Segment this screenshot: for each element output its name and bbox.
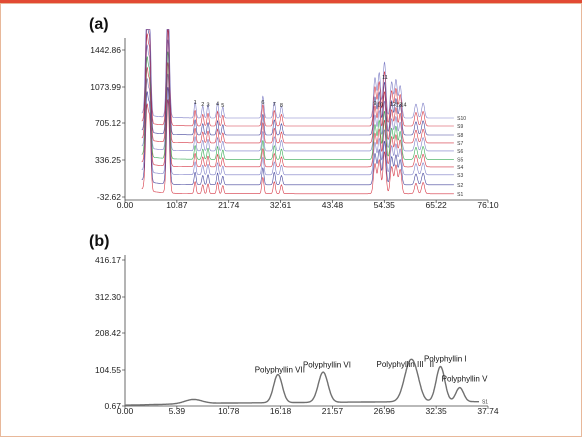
panel-b-x-tick-label: 26.96 <box>374 406 396 416</box>
panel-a-trace-label: S7 <box>457 141 463 147</box>
panel-a-trace-s5 <box>141 51 454 160</box>
panel-b-peak-label: Polyphyllin I <box>424 355 467 364</box>
panel-a-trace-s7 <box>141 29 454 144</box>
panel-a-label: (a) <box>89 16 109 33</box>
panel-a-x-tick-label: 65.22 <box>426 200 448 210</box>
panel-b-peak-label: Polyphyllin VI <box>303 361 351 370</box>
panel-a-peak-number: 3 <box>206 103 209 109</box>
panel-b: (b) 0.00 5.39 10.78 16.18 21.57 26.96 32.35 37.… <box>89 233 499 416</box>
top-accent-bar <box>0 0 582 3</box>
panel-a: (a) 0.00 10.87 21.74 32.61 43.48 54.35 65.22 76… <box>89 16 499 210</box>
panel-b-y-tick-label: 208.42 <box>95 328 121 338</box>
panel-a-trace-label: S1 <box>457 192 463 198</box>
panel-a-trace-s10 <box>141 29 454 119</box>
panel-a-peak-number: 6 <box>261 100 264 106</box>
panel-a-trace-label: S4 <box>457 165 463 171</box>
panel-a-peak-number: 10 <box>377 103 383 109</box>
panel-a-traces <box>141 29 454 195</box>
panel-b-traces <box>125 358 479 406</box>
panel-a-trace-s3 <box>141 73 454 176</box>
panel-b-y-tick-label: 312.30 <box>95 292 121 302</box>
panel-b-x-tick-label: 37.74 <box>477 406 499 416</box>
panel-a-trace-s1 <box>141 98 454 195</box>
panel-b-x-tick-label: 5.39 <box>169 406 186 416</box>
panel-a-trace-s6 <box>141 39 454 152</box>
panel-b-y-tick-label: 104.55 <box>95 365 121 375</box>
panel-b-x-tick-label: 10.78 <box>218 406 240 416</box>
panel-a-x-tick-label: 76.10 <box>477 200 499 210</box>
panel-a-y-tick-label: -32.62 <box>97 192 121 202</box>
panel-a-peak-number: 9 <box>373 101 376 107</box>
panel-a-peak-number: 4 <box>216 102 219 108</box>
panel-b-y-tick-label: 0.67 <box>104 401 121 411</box>
panel-a-trace-label: S3 <box>457 173 463 179</box>
panel-a-trace-label: S8 <box>457 133 463 139</box>
panel-a-axes: 0.00 10.87 21.74 32.61 43.48 54.35 65.22 76.10 -… <box>90 38 499 210</box>
panel-b-peak-label: II <box>430 360 434 369</box>
panel-a-peak-number: 13 <box>396 103 402 109</box>
panel-a-x-tick-label: 21.74 <box>218 200 240 210</box>
panel-b-x-tick-label: 0.00 <box>117 406 134 416</box>
panel-a-x-tick-label: 0.00 <box>117 200 134 210</box>
panel-b-trace-label: S1 <box>482 400 488 406</box>
panel-b-peak-label: Polyphyllin III <box>377 360 424 369</box>
panel-b-trace-s1 <box>125 358 479 406</box>
panel-b-x-tick-label: 16.18 <box>270 406 292 416</box>
panel-a-peak-number: 7 <box>273 102 276 108</box>
panel-b-axes: 0.00 5.39 10.78 16.18 21.57 26.96 32.35 37.74 0.… <box>95 255 499 416</box>
panel-a-trace-label: S9 <box>457 124 463 130</box>
panel-a-peak-number: 8 <box>280 103 283 109</box>
panel-a-peak-number: 2 <box>201 102 204 108</box>
panel-a-peak-number: 14 <box>401 103 407 109</box>
panel-a-trace-label: S6 <box>457 149 463 155</box>
panel-a-y-tick-label: 336.25 <box>95 155 121 165</box>
panel-b-peak-label: Polyphyllin VII <box>255 366 305 375</box>
panel-a-peak-number: 5 <box>221 103 224 109</box>
panel-a-peak-number: 11 <box>382 75 388 81</box>
panel-a-y-tick-label: 1073.99 <box>90 82 121 92</box>
panel-a-peak-number: 12 <box>390 102 396 108</box>
panel-a-trace-s4 <box>141 62 454 168</box>
panel-a-trace-label: S10 <box>457 116 466 122</box>
panel-b-y-tick-label: 416.17 <box>95 255 121 265</box>
panel-a-y-tick-label: 1442.86 <box>90 45 121 55</box>
panel-b-peak-label: Polyphyllin V <box>442 375 488 384</box>
panel-a-trace-label: S5 <box>457 157 463 163</box>
panel-b-x-tick-label: 32.35 <box>426 406 448 416</box>
panel-a-trace-s9 <box>141 29 454 127</box>
panel-a-trace-s8 <box>141 29 454 136</box>
panel-a-x-tick-label: 54.35 <box>374 200 396 210</box>
panel-a-y-tick-label: 705.12 <box>95 118 121 128</box>
panel-a-trace-label: S2 <box>457 183 463 189</box>
panel-a-x-tick-label: 10.87 <box>166 200 188 210</box>
panel-a-x-tick-label: 32.61 <box>270 200 292 210</box>
panel-b-x-tick-label: 21.57 <box>322 406 344 416</box>
panel-b-label: (b) <box>89 233 109 250</box>
panel-a-x-tick-label: 43.48 <box>322 200 344 210</box>
panel-a-trace-s2 <box>141 87 454 186</box>
panel-a-peak-number: 1 <box>194 100 197 106</box>
